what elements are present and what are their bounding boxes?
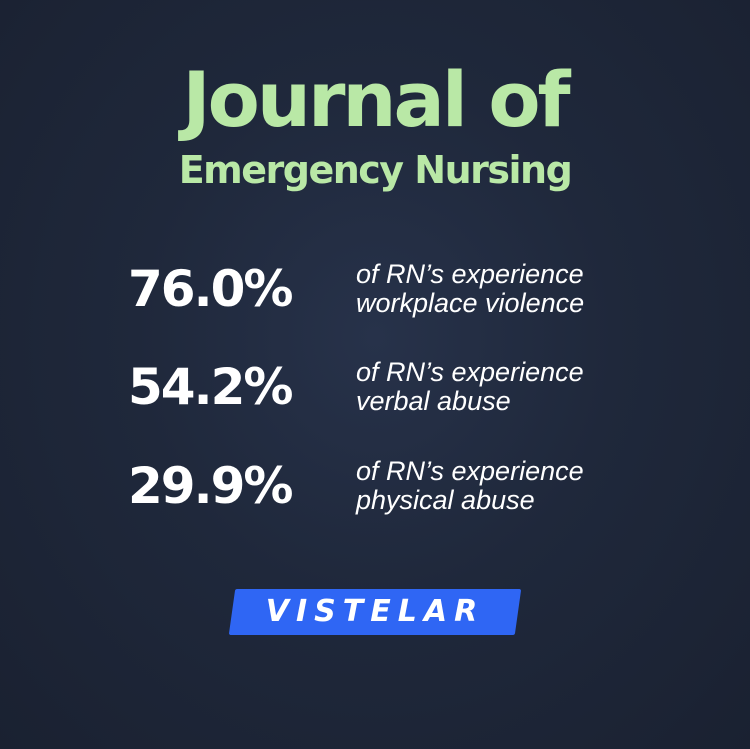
stat-physical-abuse: 29.9% of RN’s experience physical abuse	[0, 451, 750, 531]
title-journal-of: Journal of	[182, 55, 570, 144]
stat-description-line2: physical abuse	[356, 485, 535, 515]
stat-description: of RN’s experience workplace violence	[356, 260, 656, 318]
stat-description: of RN’s experience physical abuse	[356, 457, 656, 515]
stat-workplace-violence: 76.0% of RN’s experience workplace viole…	[0, 254, 750, 334]
stat-description-line1: of RN’s experience	[356, 259, 584, 289]
vistelar-logo-text: VISTELAR	[265, 594, 485, 629]
stat-value: 54.2%	[128, 358, 293, 416]
stat-value: 29.9%	[128, 457, 293, 515]
title-emergency-nursing: Emergency Nursing	[178, 148, 573, 192]
stat-description-line2: verbal abuse	[356, 386, 511, 416]
stat-verbal-abuse: 54.2% of RN’s experience verbal abuse	[0, 352, 750, 432]
stat-description-line1: of RN’s experience	[356, 456, 584, 486]
stat-description: of RN’s experience verbal abuse	[356, 358, 656, 416]
stat-value: 76.0%	[128, 260, 293, 318]
stat-description-line2: workplace violence	[356, 288, 585, 318]
stat-description-line1: of RN’s experience	[356, 357, 584, 387]
